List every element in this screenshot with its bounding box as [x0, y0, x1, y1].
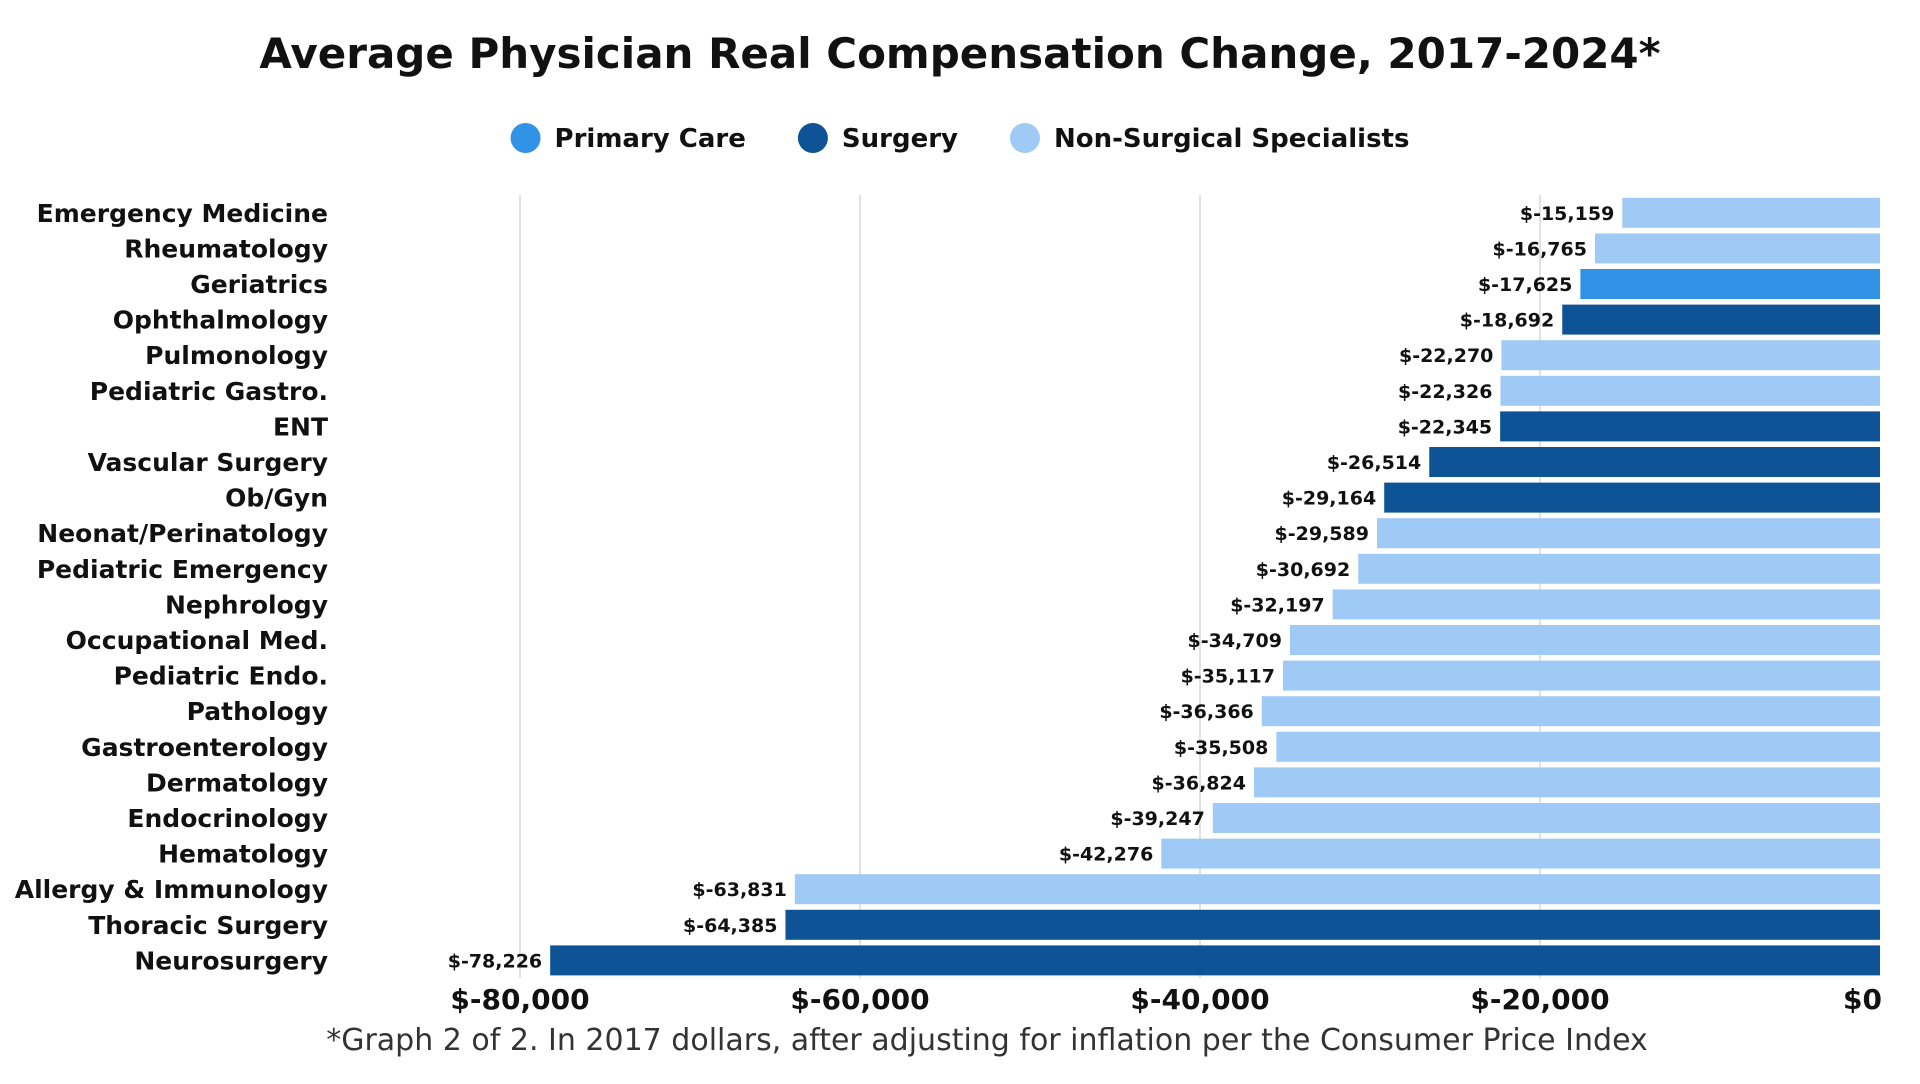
bar [1289, 625, 1880, 655]
category-label: Vascular Surgery [88, 448, 328, 477]
data-label: $-15,159 [1520, 203, 1614, 225]
data-label: $-22,345 [1398, 416, 1492, 438]
bar [1376, 518, 1880, 549]
x-axis: $-80,000 $-60,000 $-40,000 $-20,000 $0 [450, 983, 1882, 1016]
data-label: $-29,589 [1275, 523, 1369, 545]
legend-item: Primary Care [510, 123, 746, 154]
category-label: Ophthalmology [113, 306, 328, 335]
bar [1212, 803, 1880, 833]
category-label: Pathology [187, 697, 328, 726]
data-label: $-78,226 [448, 950, 542, 972]
bar [1332, 589, 1880, 620]
category-label: Neonat/Perinatology [37, 519, 328, 548]
legend: Primary Care Surgery Non-Surgical Speciali… [510, 123, 1409, 154]
x-tick-label: $-20,000 [1470, 983, 1609, 1016]
bar [1276, 731, 1880, 762]
x-tick-label: $-80,000 [450, 983, 589, 1016]
category-label: Geriatrics [190, 270, 328, 299]
category-label: Pediatric Gastro. [90, 377, 328, 406]
legend-marker [1009, 123, 1040, 153]
category-label: Nephrology [165, 590, 328, 619]
bar [1622, 197, 1880, 228]
category-label: ENT [273, 412, 328, 441]
bar [1384, 482, 1880, 513]
category-label: Thoracic Surgery [88, 911, 328, 940]
chart-title: Average Physician Real Compensation Chan… [259, 29, 1660, 78]
data-label: $-17,625 [1478, 274, 1572, 296]
category-label: Emergency Medicine [37, 199, 328, 228]
legend-label: Non-Surgical Specialists [1054, 124, 1409, 154]
x-tick-label: $0 [1843, 983, 1882, 1016]
data-label: $-29,164 [1282, 488, 1376, 510]
category-label: Hematology [158, 840, 328, 869]
legend-item: Surgery [797, 123, 958, 154]
legend-marker [797, 123, 828, 153]
chart-footnote: *Graph 2 of 2. In 2017 dollars, after ad… [326, 1023, 1648, 1058]
legend-label: Surgery [842, 124, 958, 154]
data-label: $-63,831 [692, 879, 786, 901]
bar [1500, 375, 1880, 406]
bar [550, 945, 1881, 976]
data-label: $-18,692 [1460, 310, 1554, 332]
x-tick-label: $-60,000 [790, 983, 929, 1016]
data-label: $-35,508 [1174, 737, 1268, 759]
data-label: $-34,709 [1188, 630, 1282, 652]
data-label: $-36,366 [1159, 701, 1253, 723]
data-label: $-22,326 [1398, 381, 1492, 403]
data-label: $-35,117 [1181, 666, 1275, 688]
bars [550, 197, 1881, 976]
category-label: Pediatric Endo. [114, 662, 328, 691]
bar [1283, 660, 1880, 691]
category-label: Allergy & Immunology [15, 875, 328, 904]
bar [1358, 553, 1880, 584]
legend-marker [510, 123, 541, 153]
bar [1261, 696, 1880, 727]
bar [1501, 340, 1880, 371]
bar [794, 874, 1880, 905]
bar [1253, 767, 1880, 798]
category-label: Pulmonology [145, 341, 328, 370]
category-labels: Emergency Medicine Rheumatology Geriatrics… [15, 199, 328, 976]
data-label: $-64,385 [683, 915, 777, 937]
data-label: $-26,514 [1327, 452, 1421, 474]
bar [1161, 838, 1880, 869]
data-label: $-32,197 [1230, 594, 1324, 616]
value-labels: $-15,159 $-16,765 $-17,625 $-18,692 $-22,270… [448, 203, 1615, 973]
bar [785, 909, 1880, 940]
category-label: Pediatric Emergency [37, 555, 328, 584]
legend-label: Primary Care [555, 124, 746, 154]
x-tick-label: $-40,000 [1130, 983, 1269, 1016]
category-label: Ob/Gyn [225, 484, 328, 513]
bar [1500, 411, 1880, 442]
data-label: $-39,247 [1110, 808, 1204, 830]
data-label: $-16,765 [1493, 238, 1587, 260]
data-label: $-42,276 [1059, 844, 1153, 866]
category-label: Dermatology [146, 768, 328, 797]
data-label: $-22,270 [1399, 345, 1493, 367]
category-label: Gastroenterology [81, 733, 328, 762]
data-label: $-36,824 [1152, 772, 1246, 794]
bar [1429, 447, 1880, 477]
category-label: Rheumatology [124, 234, 328, 263]
bar [1594, 233, 1880, 264]
data-label: $-30,692 [1256, 559, 1350, 581]
category-label: Occupational Med. [66, 626, 328, 655]
legend-item: Non-Surgical Specialists [1009, 123, 1409, 154]
bar [1562, 304, 1880, 335]
bar [1580, 269, 1880, 299]
category-label: Neurosurgery [134, 946, 328, 975]
category-label: Endocrinology [127, 804, 328, 833]
